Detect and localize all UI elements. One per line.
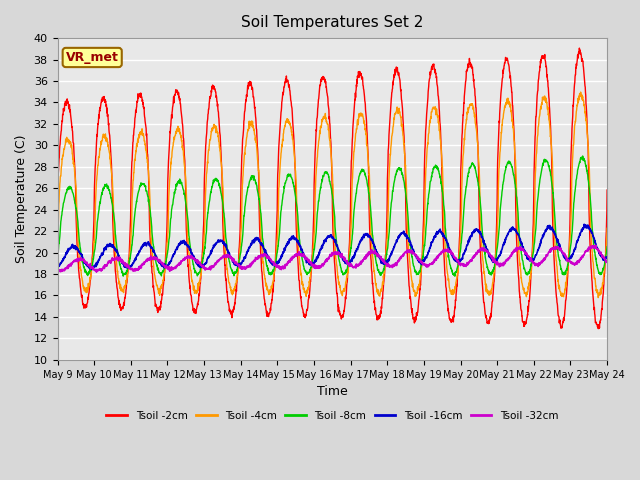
Legend: Tsoil -2cm, Tsoil -4cm, Tsoil -8cm, Tsoil -16cm, Tsoil -32cm: Tsoil -2cm, Tsoil -4cm, Tsoil -8cm, Tsoi…: [102, 407, 563, 425]
Y-axis label: Soil Temperature (C): Soil Temperature (C): [15, 135, 28, 263]
Title: Soil Temperatures Set 2: Soil Temperatures Set 2: [241, 15, 424, 30]
Text: VR_met: VR_met: [66, 51, 118, 64]
X-axis label: Time: Time: [317, 385, 348, 398]
